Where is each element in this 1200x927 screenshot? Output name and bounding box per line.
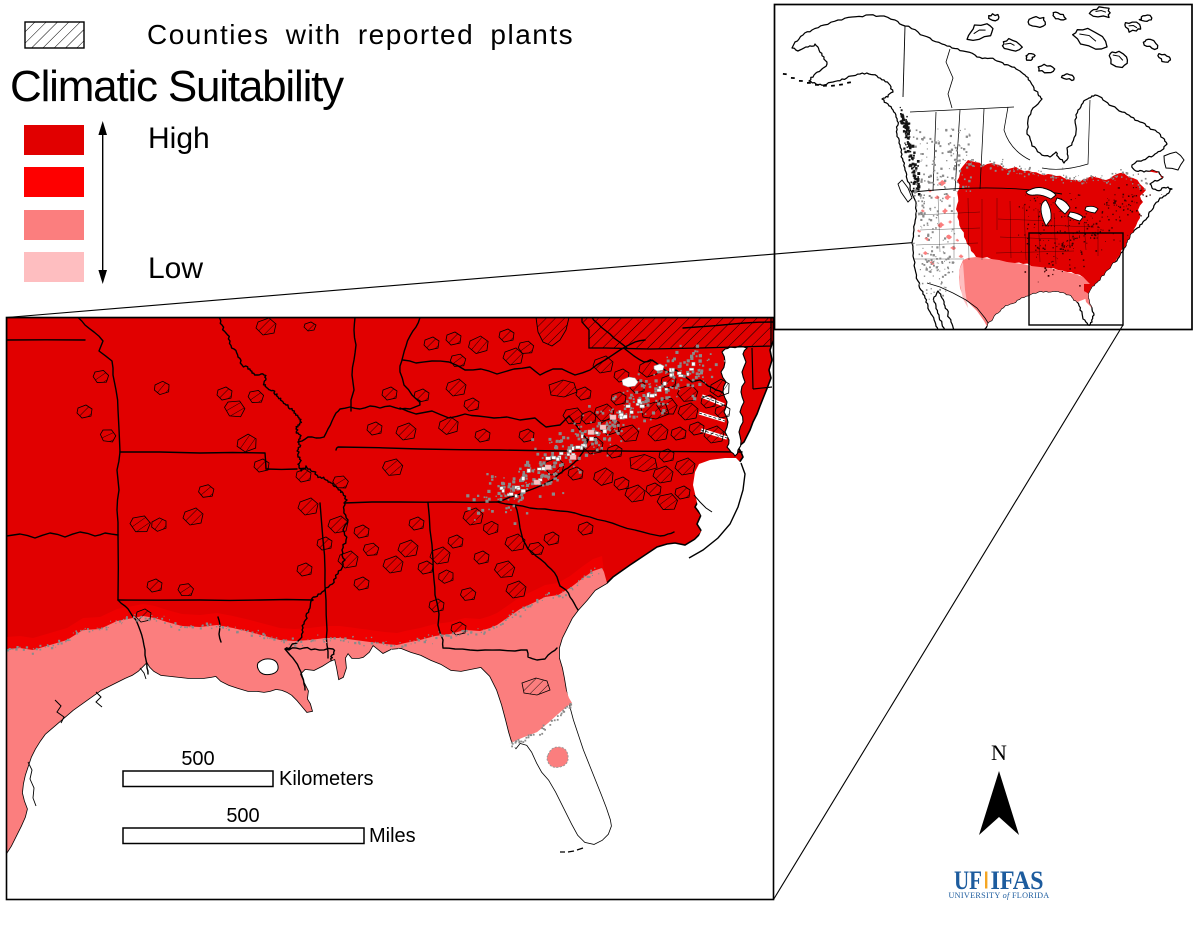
svg-text:Kilometers: Kilometers [279, 768, 373, 790]
svg-text:UNIVERSITY of FLORIDA: UNIVERSITY of FLORIDA [948, 891, 1049, 900]
svg-text:Low: Low [148, 252, 203, 285]
svg-text:Counties with reported plants: Counties with reported plants [147, 19, 574, 50]
svg-text:High: High [148, 122, 210, 155]
svg-text:Miles: Miles [369, 825, 416, 847]
svg-text:Climatic Suitability: Climatic Suitability [10, 62, 344, 111]
svg-text:UF: UF [954, 866, 982, 895]
svg-text:500: 500 [181, 748, 214, 770]
svg-text:500: 500 [226, 805, 259, 827]
svg-text:IFAS: IFAS [991, 866, 1044, 895]
svg-text:N: N [991, 740, 1007, 765]
